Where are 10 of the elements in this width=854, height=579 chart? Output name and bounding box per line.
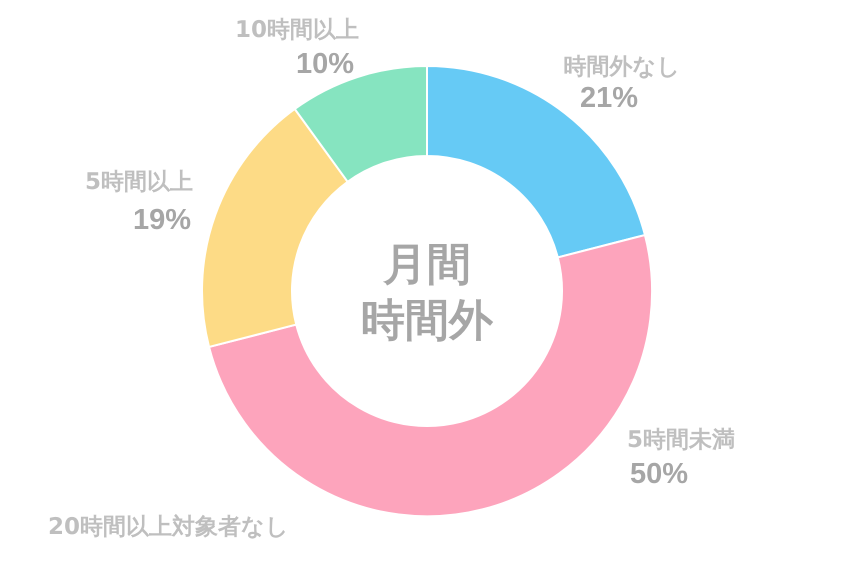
slice-label: 5時間以上 — [84, 169, 194, 195]
slice-label: 5時間未満 — [627, 427, 736, 453]
data-label: 19% — [132, 204, 192, 236]
data-label: 21% — [580, 82, 638, 114]
data-label: 50% — [630, 458, 688, 490]
text: 月間時間外 — [361, 239, 494, 346]
slice-label: 時間外なし — [564, 54, 680, 80]
slice-label: 10時間以上 — [234, 17, 360, 43]
data-label: 10% — [296, 48, 354, 80]
text: 20時間以上対象者なし — [48, 513, 290, 540]
